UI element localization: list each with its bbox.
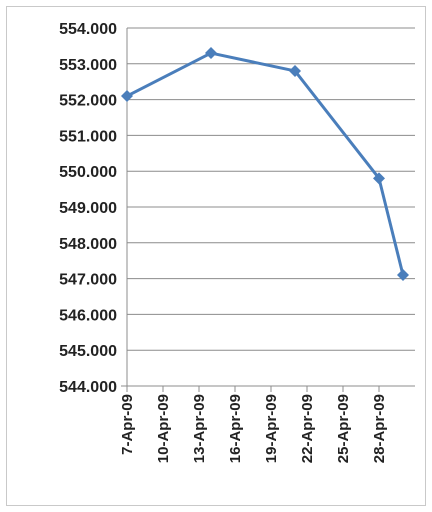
y-tick-label: 544.000	[59, 379, 117, 396]
gridlines	[127, 27, 415, 351]
chart-frame	[6, 6, 426, 506]
x-tick-label: 22-Apr-09	[299, 394, 316, 463]
y-axis-tick-labels: 544.000 545.000 546.000 547.000 548.000 549.0…	[59, 21, 117, 396]
axes	[121, 28, 415, 392]
data-point	[289, 64, 301, 77]
series-line-path	[126, 51, 405, 276]
y-tick-label: 547.000	[59, 272, 117, 289]
x-tick-label: 13-Apr-09	[191, 394, 208, 463]
data-point	[121, 90, 133, 103]
x-tick-label: 25-Apr-09	[335, 394, 352, 463]
series-line	[121, 47, 409, 282]
y-tick-label: 553.000	[59, 57, 117, 74]
y-tick-label: 551.000	[59, 128, 117, 145]
y-tick-label: 550.000	[59, 164, 117, 181]
data-point	[205, 47, 217, 60]
x-tick-label: 7-Apr-09	[119, 394, 136, 455]
x-tick-label: 19-Apr-09	[263, 394, 280, 463]
y-tick-label: 552.000	[59, 93, 117, 110]
x-tick-label: 10-Apr-09	[155, 394, 172, 463]
x-tick-label: 16-Apr-09	[227, 394, 244, 463]
data-point	[373, 172, 385, 185]
y-tick-label: 554.000	[59, 21, 117, 38]
x-axis-tick-labels: 7-Apr-09 10-Apr-09 13-Apr-09 16-Apr-09 19-Ap…	[119, 394, 388, 463]
data-point	[397, 269, 409, 282]
y-tick-label: 548.000	[59, 236, 117, 253]
y-tick-label: 549.000	[59, 200, 117, 217]
y-tick-label: 545.000	[59, 343, 117, 360]
x-tick-label: 28-Apr-09	[371, 394, 388, 463]
y-tick-label: 546.000	[59, 307, 117, 324]
